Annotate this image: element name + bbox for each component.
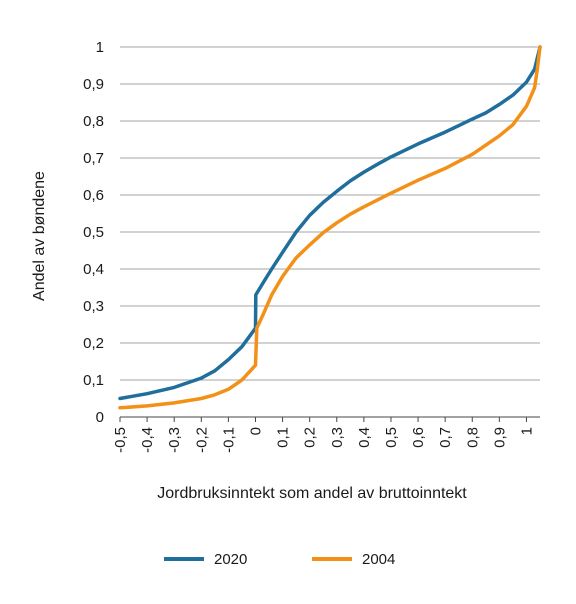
x-tick-label: 0,1 [275, 427, 292, 448]
y-axis-ticks: 0 0,1 0,2 0,3 0,4 0,5 0,6 0,7 0,8 0,9 1 [83, 39, 104, 426]
x-tick-label: 0,4 [356, 427, 373, 448]
y-tick-label: 0 [96, 409, 104, 426]
x-tick-label: -0,1 [220, 427, 237, 453]
gridlines [120, 46, 540, 418]
y-tick-label: 0,9 [83, 76, 104, 93]
y-axis-title: Andel av bøndene [31, 171, 48, 301]
series-line-2020 [118, 45, 542, 401]
y-tick-label: 0,3 [83, 298, 104, 315]
y-tick-label: 0,7 [83, 150, 104, 167]
x-tick-label: -0,2 [193, 427, 210, 453]
legend: 2020 2004 [164, 551, 395, 568]
x-tick-label: -0,3 [166, 427, 183, 453]
x-axis-ticks: -0,5 -0,4 -0,3 -0,2 -0,1 0 0,1 0,2 0,3 0,4 0,5 0,6 0… [112, 417, 535, 453]
x-tick-label: 0,6 [410, 427, 427, 448]
y-tick-label: 0,1 [83, 372, 104, 389]
x-tick-label: 0,7 [437, 427, 454, 448]
y-tick-label: 0,4 [83, 261, 104, 278]
legend-label-2020: 2020 [214, 551, 247, 568]
x-tick-label: 0 [247, 427, 264, 435]
y-tick-label: 0,8 [83, 113, 104, 130]
x-tick-label: -0,4 [139, 427, 156, 453]
x-tick-label: 0,8 [464, 427, 481, 448]
x-tick-label: -0,5 [112, 427, 129, 453]
y-tick-label: 0,5 [83, 224, 104, 241]
x-tick-label: 0,9 [491, 427, 508, 448]
x-axis-title: Jordbruksinntekt som andel av bruttoinnt… [157, 485, 467, 502]
x-tick-label: 1 [518, 427, 535, 435]
series-lines [118, 45, 542, 410]
y-tick-label: 0,6 [83, 187, 104, 204]
x-tick-label: 0,5 [383, 427, 400, 448]
legend-label-2004: 2004 [362, 551, 395, 568]
x-tick-label: 0,3 [329, 427, 346, 448]
series-line-2004 [118, 45, 542, 410]
y-tick-label: 1 [96, 39, 104, 56]
y-tick-label: 0,2 [83, 335, 104, 352]
x-tick-label: 0,2 [302, 427, 319, 448]
